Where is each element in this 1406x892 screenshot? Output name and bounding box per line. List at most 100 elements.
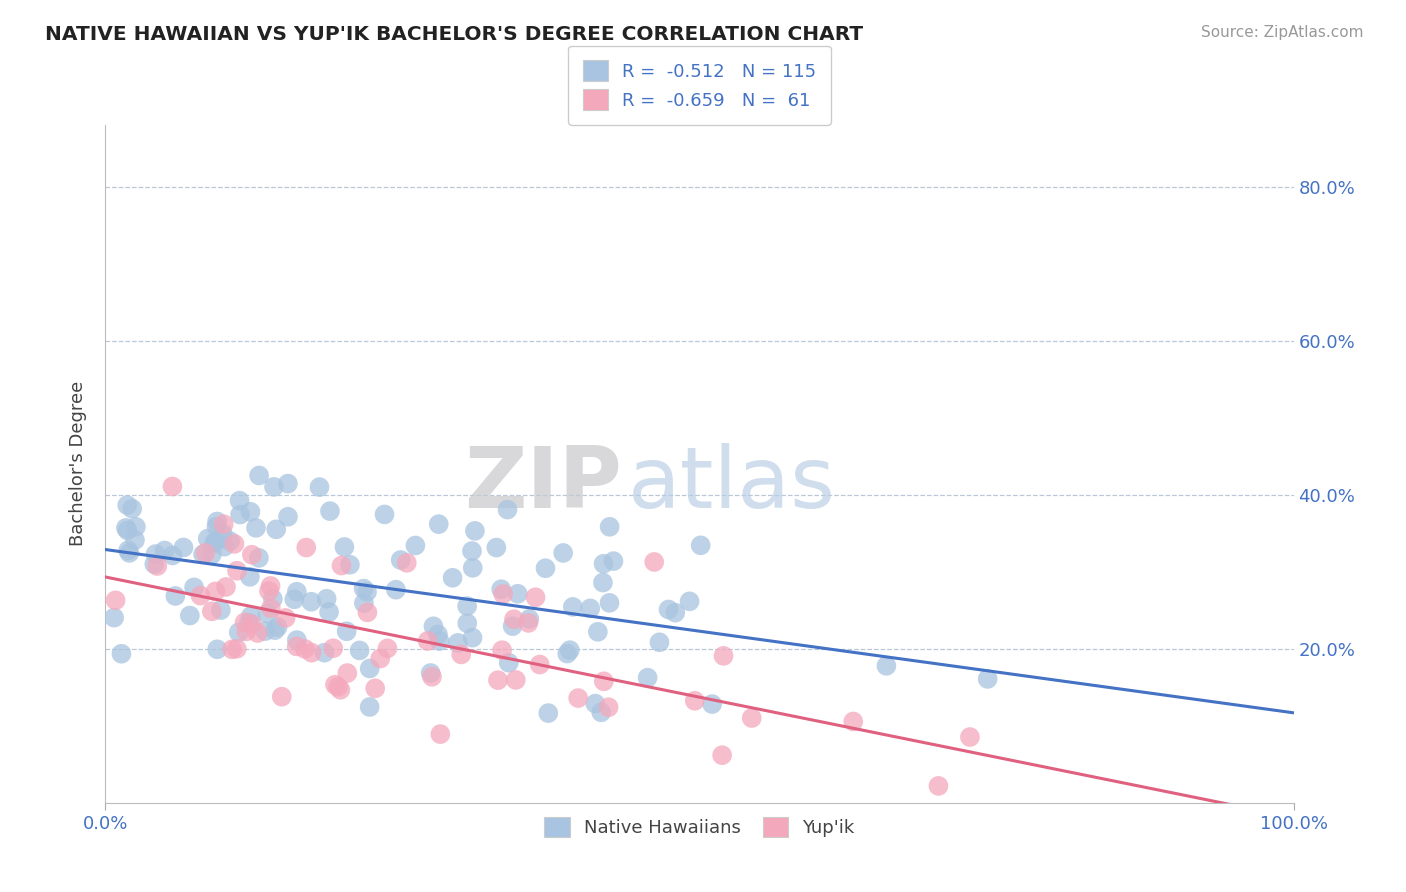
Point [260, 601, 283, 615]
Point [427, 627, 450, 641]
Point [517, 615, 540, 630]
Point [553, 546, 575, 560]
Point [295, 541, 318, 555]
Point [333, 540, 356, 554]
Point [240, 617, 263, 632]
Point [197, 532, 219, 546]
Point [224, 537, 246, 551]
Point [145, 547, 167, 561]
Point [183, 580, 205, 594]
Point [299, 595, 322, 609]
Point [240, 548, 263, 562]
Point [256, 607, 278, 621]
Point [301, 646, 323, 660]
Point [450, 648, 472, 662]
Point [517, 612, 540, 626]
Point [492, 587, 515, 601]
Point [125, 520, 148, 534]
Point [537, 706, 560, 720]
Point [464, 524, 486, 538]
Point [591, 706, 613, 720]
Point [245, 521, 267, 535]
Point [179, 608, 201, 623]
Point [529, 657, 551, 672]
Point [162, 479, 184, 493]
Point [124, 533, 146, 547]
Point [842, 714, 865, 729]
Legend: Native Hawaiians, Yup'ik: Native Hawaiians, Yup'ik [537, 809, 862, 845]
Point [368, 651, 391, 665]
Point [700, 697, 723, 711]
Point [489, 582, 512, 597]
Point [194, 546, 217, 560]
Point [875, 658, 897, 673]
Point [976, 672, 998, 686]
Point [461, 544, 484, 558]
Point [117, 543, 139, 558]
Point [308, 480, 330, 494]
Point [416, 634, 439, 648]
Point [598, 596, 620, 610]
Point [264, 623, 287, 637]
Point [349, 643, 371, 657]
Point [496, 502, 519, 516]
Point [117, 524, 139, 538]
Point [643, 555, 665, 569]
Point [202, 536, 225, 550]
Point [356, 606, 378, 620]
Point [115, 498, 138, 512]
Point [318, 605, 340, 619]
Point [118, 546, 141, 560]
Point [395, 556, 418, 570]
Point [429, 634, 451, 648]
Text: Source: ZipAtlas.com: Source: ZipAtlas.com [1201, 25, 1364, 40]
Text: NATIVE HAWAIIAN VS YUP'IK BACHELOR'S DEGREE CORRELATION CHART: NATIVE HAWAIIAN VS YUP'IK BACHELOR'S DEG… [45, 25, 863, 44]
Point [336, 666, 359, 681]
Point [204, 584, 226, 599]
Point [110, 647, 132, 661]
Point [204, 534, 226, 549]
Point [498, 656, 520, 670]
Point [524, 591, 547, 605]
Point [356, 585, 378, 599]
Point [461, 561, 484, 575]
Point [103, 610, 125, 624]
Point [209, 603, 232, 617]
Point [485, 541, 508, 555]
Point [456, 599, 478, 613]
Point [254, 624, 277, 639]
Point [373, 508, 395, 522]
Point [239, 570, 262, 584]
Point [285, 640, 308, 654]
Point [404, 539, 426, 553]
Point [602, 554, 624, 568]
Point [191, 547, 214, 561]
Point [558, 643, 581, 657]
Text: atlas: atlas [628, 442, 837, 525]
Point [579, 601, 602, 615]
Point [503, 612, 526, 626]
Point [143, 557, 166, 571]
Point [263, 480, 285, 494]
Point [270, 690, 292, 704]
Point [322, 641, 344, 656]
Point [598, 700, 620, 714]
Point [359, 700, 381, 714]
Point [389, 553, 412, 567]
Point [534, 561, 557, 575]
Point [153, 543, 176, 558]
Point [959, 730, 981, 744]
Point [247, 550, 270, 565]
Point [211, 526, 233, 541]
Point [491, 643, 513, 657]
Point [277, 476, 299, 491]
Point [246, 626, 269, 640]
Point [262, 591, 284, 606]
Point [173, 541, 195, 555]
Point [285, 633, 308, 648]
Point [115, 521, 138, 535]
Point [165, 589, 187, 603]
Point [205, 519, 228, 533]
Point [486, 673, 509, 687]
Point [205, 515, 228, 529]
